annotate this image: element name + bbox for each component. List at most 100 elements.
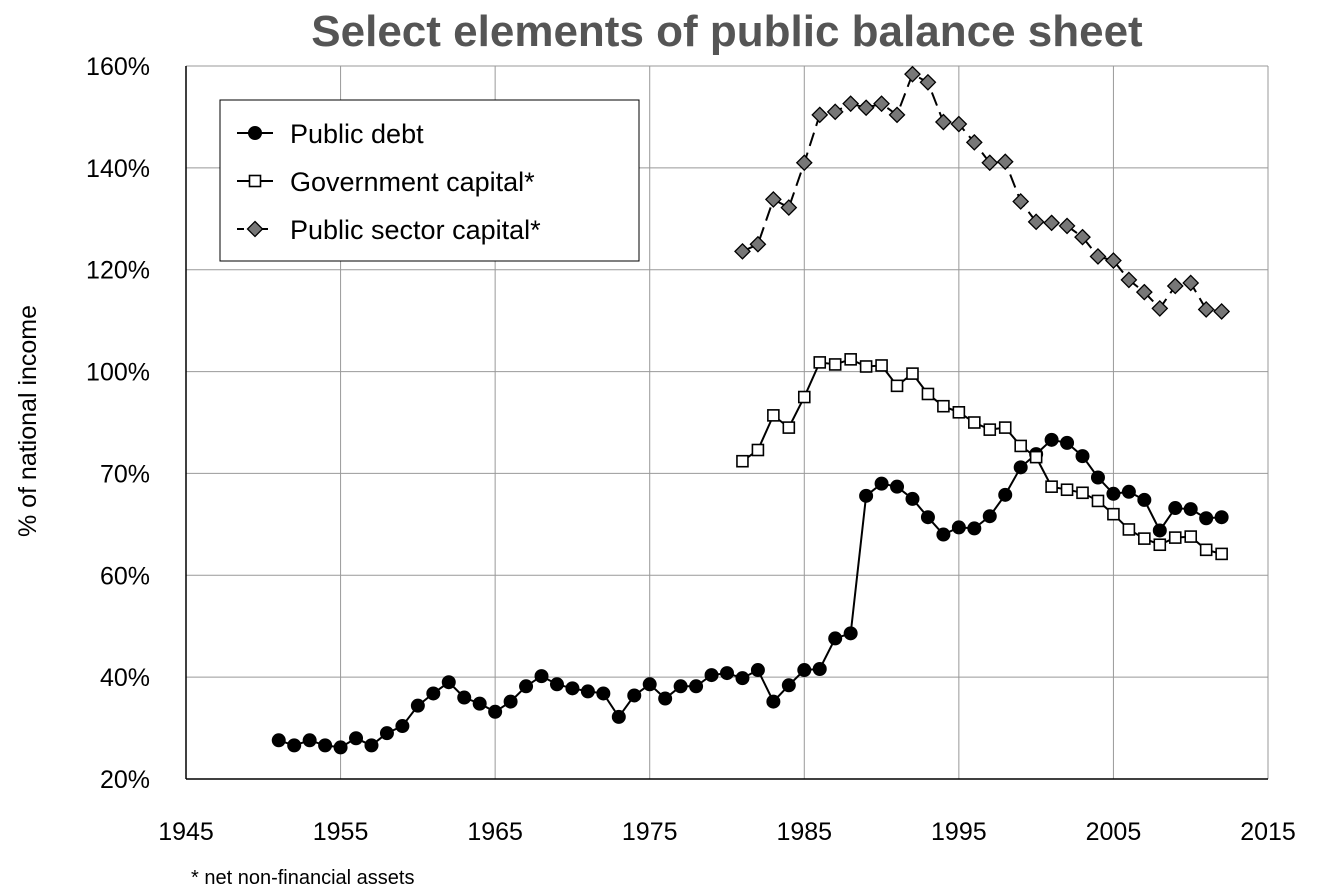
data-point xyxy=(859,360,873,373)
data-point xyxy=(781,678,796,693)
y-tick-label: 40% xyxy=(100,664,150,692)
data-point xyxy=(750,663,765,678)
data-point xyxy=(936,527,951,542)
data-point xyxy=(1199,511,1214,526)
data-point xyxy=(1168,501,1183,516)
x-tick-label: 1985 xyxy=(776,818,832,846)
data-point xyxy=(890,479,905,494)
data-point xyxy=(658,691,673,706)
legend-box xyxy=(219,99,640,262)
data-point xyxy=(967,521,982,536)
data-point xyxy=(950,115,968,133)
data-point xyxy=(596,686,611,701)
data-point xyxy=(1182,274,1200,292)
data-point xyxy=(1058,217,1076,235)
y-axis-label: % of national income xyxy=(14,305,42,537)
series-layer xyxy=(271,65,1231,755)
data-point xyxy=(1152,523,1167,538)
data-point xyxy=(549,677,564,692)
data-point xyxy=(921,387,935,401)
legend-marker xyxy=(248,126,262,140)
gridlines xyxy=(186,65,1269,779)
data-point xyxy=(782,421,796,434)
data-point xyxy=(673,679,688,694)
data-point xyxy=(934,113,952,131)
data-point xyxy=(1090,470,1105,485)
data-point xyxy=(1045,480,1058,493)
data-point xyxy=(627,688,642,703)
data-point xyxy=(1012,193,1030,210)
data-point xyxy=(811,106,829,124)
data-point xyxy=(472,696,487,711)
series-line xyxy=(741,358,1222,555)
data-point xyxy=(503,694,518,709)
legend-items: Public debt Government capital* Public sec… xyxy=(237,119,541,245)
data-point xyxy=(1214,510,1229,525)
data-point xyxy=(704,668,719,683)
data-point xyxy=(1197,301,1215,318)
data-point xyxy=(1060,435,1075,450)
data-point xyxy=(1043,214,1061,232)
data-point xyxy=(905,491,920,506)
y-tick-label: 20% xyxy=(100,766,150,794)
data-point xyxy=(873,95,890,113)
data-point xyxy=(981,154,999,172)
footnote: * net non-financial assets xyxy=(191,867,414,888)
tick-labels: 1945 1955 1965 1975 1985 1995 2005 2015 20% 40% 60… xyxy=(86,53,1296,846)
data-point xyxy=(797,390,811,404)
data-point xyxy=(1074,228,1091,246)
data-point xyxy=(857,99,875,117)
x-tick-label: 2015 xyxy=(1240,818,1296,846)
data-point xyxy=(968,416,981,429)
data-point xyxy=(1014,439,1027,453)
data-point xyxy=(826,103,844,121)
data-point xyxy=(395,719,410,734)
data-point xyxy=(302,733,317,748)
data-point xyxy=(1153,538,1167,552)
data-point xyxy=(287,738,302,753)
data-point xyxy=(1183,502,1198,517)
data-point xyxy=(951,520,966,535)
data-point xyxy=(271,733,286,748)
data-point xyxy=(904,65,921,83)
x-tick-label: 1995 xyxy=(931,818,987,846)
data-point xyxy=(1151,300,1169,317)
legend-marker xyxy=(248,174,262,188)
data-point xyxy=(1138,532,1151,545)
data-point xyxy=(1213,303,1231,320)
data-point xyxy=(764,191,782,208)
data-point xyxy=(364,738,379,753)
y-tick-label: 60% xyxy=(100,562,150,590)
x-tick-label: 1955 xyxy=(313,818,369,846)
y-tick-label: 100% xyxy=(86,359,150,387)
data-point xyxy=(780,199,798,217)
data-point xyxy=(795,154,813,172)
data-point xyxy=(1076,486,1089,500)
chart-title: Select elements of public balance sheet xyxy=(311,7,1143,56)
data-point xyxy=(767,409,780,422)
data-point xyxy=(1089,248,1107,265)
data-point xyxy=(751,443,765,457)
data-point xyxy=(1215,547,1228,561)
data-point xyxy=(1060,483,1074,497)
x-tick-label: 1965 xyxy=(467,818,523,846)
data-point xyxy=(580,684,595,699)
data-point xyxy=(875,359,888,372)
x-tick-label: 2005 xyxy=(1086,818,1142,846)
y-tick-label: 160% xyxy=(86,53,150,81)
data-point xyxy=(844,353,857,366)
data-point xyxy=(1106,486,1121,501)
data-point xyxy=(965,133,983,151)
y-tick-label: 70% xyxy=(100,460,150,488)
data-point xyxy=(1120,271,1138,289)
data-point xyxy=(441,675,456,690)
data-point xyxy=(333,740,348,755)
data-point xyxy=(349,731,364,746)
legend-label: Public debt xyxy=(290,119,424,149)
legend: Public debt Government capital* Public sec… xyxy=(219,99,640,262)
data-point xyxy=(1184,530,1198,543)
data-point xyxy=(828,631,843,646)
data-point xyxy=(720,666,734,681)
data-point xyxy=(426,686,441,701)
data-point xyxy=(813,356,827,369)
